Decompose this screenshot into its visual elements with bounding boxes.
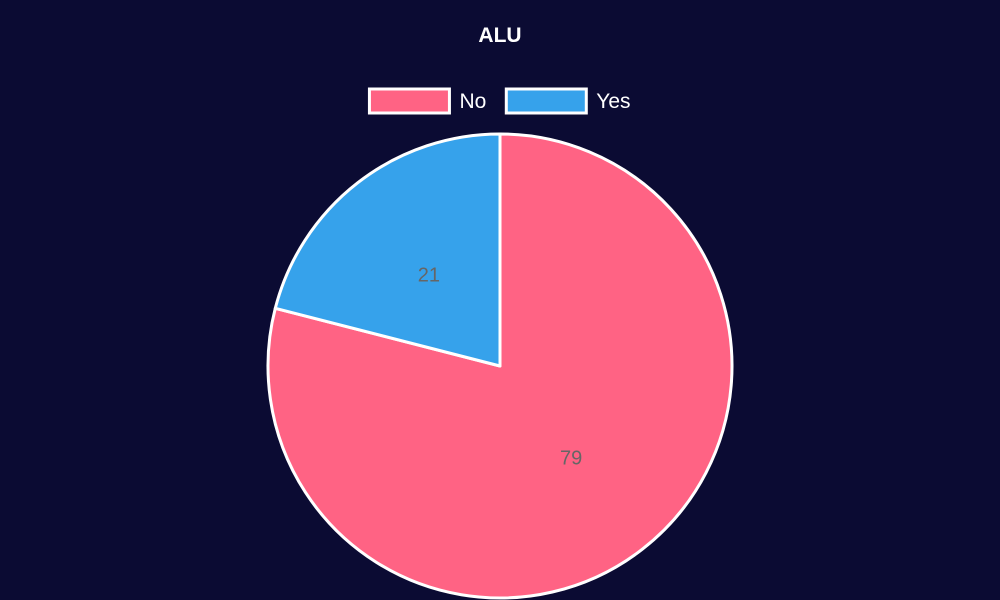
legend-swatch-yes [504,87,588,115]
data-label-yes: 21 [418,264,440,286]
legend-label-yes: Yes [596,90,630,113]
legend[interactable]: No Yes [367,87,631,115]
slice-labels: 79 21 [418,264,582,469]
legend-item-yes[interactable]: Yes [504,87,631,115]
pie-slice-yes[interactable] [273,132,502,368]
legend-swatch-no [367,87,451,115]
chart-title: ALU [478,24,521,47]
pie-slices [266,132,734,600]
data-label-no: 79 [560,448,582,470]
legend-item-no[interactable]: No [367,87,486,115]
legend-label-no: No [459,90,486,113]
